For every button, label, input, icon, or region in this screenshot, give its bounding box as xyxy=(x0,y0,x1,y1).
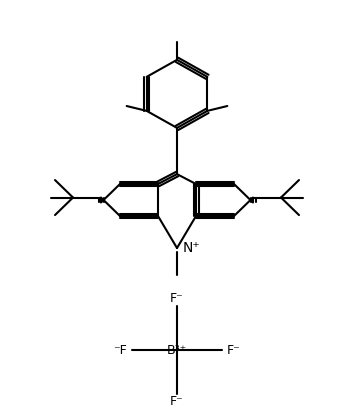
Text: F⁻: F⁻ xyxy=(170,395,184,407)
Text: F⁻: F⁻ xyxy=(170,292,184,305)
Text: F⁻: F⁻ xyxy=(227,344,241,357)
Text: N⁺: N⁺ xyxy=(183,241,201,255)
Text: B³⁺: B³⁺ xyxy=(167,344,187,357)
Text: ⁻F: ⁻F xyxy=(113,344,127,357)
